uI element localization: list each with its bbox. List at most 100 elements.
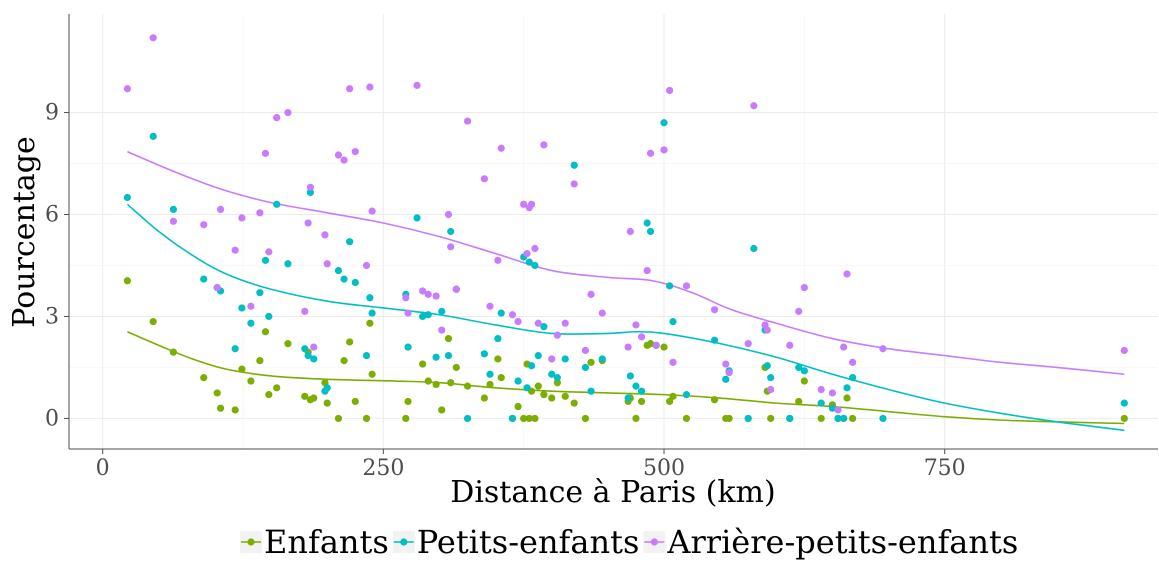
data-point [368, 207, 376, 215]
data-point [323, 384, 331, 392]
data-point [817, 385, 825, 394]
data-point [786, 341, 794, 349]
data-point [413, 214, 421, 222]
data-point [849, 414, 857, 423]
data-point [767, 414, 775, 423]
data-point [520, 414, 528, 423]
data-point [265, 312, 273, 321]
data-point [1120, 346, 1128, 355]
data-point [843, 270, 851, 278]
y-tick-label: 6 [45, 203, 59, 228]
data-point [669, 392, 677, 400]
data-point [795, 397, 803, 406]
data-point [744, 340, 752, 348]
y-axis-ticks: 0 3 6 9 [45, 101, 69, 431]
data-point [561, 319, 569, 327]
data-point [323, 399, 331, 407]
data-point [452, 363, 460, 372]
data-point [767, 374, 775, 382]
data-point [432, 353, 440, 361]
data-point [265, 391, 273, 399]
data-point [643, 266, 651, 275]
data-point [527, 362, 536, 370]
data-point [660, 119, 668, 127]
x-tick-label: 750 [924, 456, 966, 481]
plot-background [69, 14, 1158, 449]
data-point [587, 387, 595, 395]
data-point [817, 414, 825, 423]
data-point [598, 309, 606, 317]
data-point [334, 151, 343, 159]
data-point [301, 392, 309, 400]
data-point [646, 227, 655, 236]
data-point [334, 414, 343, 423]
data-point [301, 345, 309, 353]
data-point [548, 370, 556, 378]
data-point [843, 384, 851, 392]
data-point [632, 382, 640, 390]
data-point [646, 340, 655, 348]
data-point [424, 290, 432, 298]
data-point [265, 248, 273, 256]
data-point [494, 355, 502, 363]
data-point [231, 406, 239, 414]
data-point [368, 370, 376, 378]
legend-label: Petits-enfants [417, 523, 640, 561]
data-point [413, 81, 421, 89]
data-point [310, 394, 318, 402]
data-point [310, 343, 318, 351]
data-point [534, 351, 542, 360]
data-point [520, 200, 528, 208]
data-point [123, 277, 131, 285]
data-point [637, 397, 646, 406]
data-point [849, 374, 857, 382]
x-tick-label: 0 [96, 456, 110, 481]
data-point [817, 399, 825, 407]
data-point [548, 355, 556, 363]
data-point [710, 306, 719, 314]
data-point [581, 363, 590, 372]
data-point [402, 414, 410, 423]
data-point [200, 374, 208, 382]
data-point [216, 404, 225, 412]
data-point [261, 328, 270, 336]
data-point [231, 246, 239, 254]
data-point [682, 414, 691, 423]
data-point [346, 338, 354, 346]
data-point [508, 414, 517, 423]
data-point [570, 399, 578, 407]
data-point [366, 83, 374, 91]
data-point [534, 319, 542, 327]
x-tick-label: 250 [362, 456, 404, 481]
data-point [624, 394, 632, 402]
data-point [340, 357, 348, 365]
y-axis-title: Pourcentage [7, 136, 42, 327]
data-point [200, 275, 208, 283]
data-point [284, 260, 292, 268]
smooth-line [127, 331, 1125, 425]
data-point [480, 350, 488, 358]
smooth-line [126, 203, 1125, 432]
legend-label: Arrière-petits-enfants [666, 523, 1018, 561]
plot-panel: 0 250 500 750 0 3 6 9 [45, 14, 1158, 481]
data-point [346, 238, 354, 246]
data-point [340, 275, 348, 283]
data-point [637, 333, 646, 341]
data-point [828, 389, 837, 397]
data-point [447, 243, 455, 251]
data-point [351, 278, 359, 287]
data-point [725, 368, 733, 377]
data-point [553, 374, 561, 382]
data-point [682, 282, 691, 290]
data-point [362, 261, 371, 270]
data-point [722, 375, 730, 383]
data-point [404, 309, 412, 317]
data-point [581, 346, 590, 355]
data-point [587, 358, 595, 366]
data-point [256, 357, 264, 365]
data-point [514, 402, 522, 411]
data-point [273, 200, 281, 208]
data-point [540, 391, 548, 399]
data-point [247, 319, 255, 327]
